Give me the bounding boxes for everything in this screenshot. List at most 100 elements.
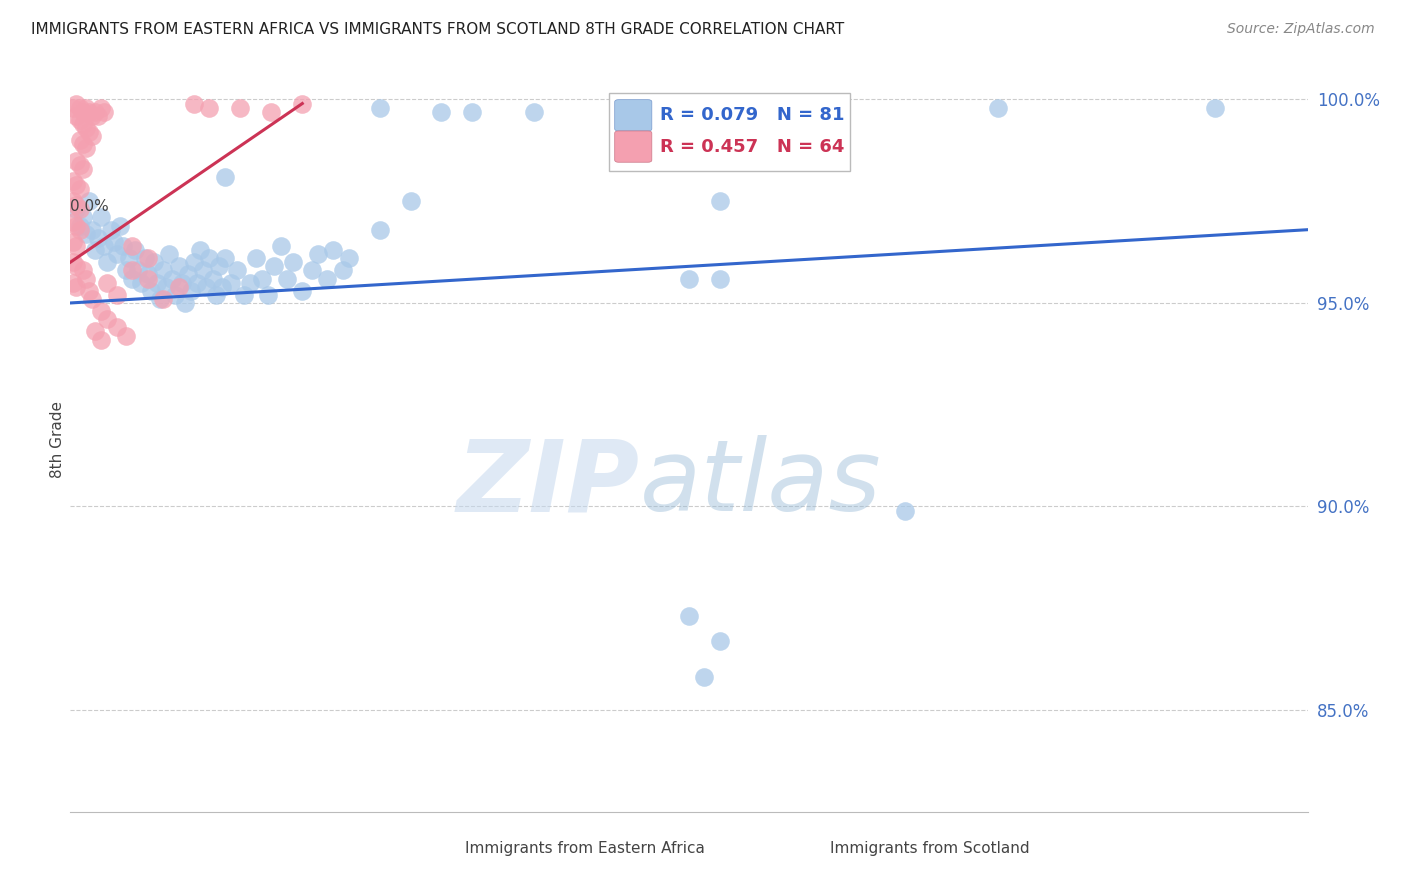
Point [75,227,97,241]
Point [75,141,97,155]
Point [75,120,97,135]
Point [96,312,118,326]
Point [337,251,360,265]
Point [219,276,242,290]
Point [894,503,917,517]
Point [65,109,87,123]
Point [69,101,91,115]
Point [105,247,128,261]
Text: Immigrants from Eastern Africa: Immigrants from Eastern Africa [465,841,704,855]
Text: Immigrants from Scotland: Immigrants from Scotland [830,841,1029,855]
Point [93,239,115,253]
Point [87,109,110,123]
Point [155,279,177,293]
Text: R = 0.079   N = 81: R = 0.079 N = 81 [661,106,845,124]
Point [72,161,94,176]
Point [291,96,314,111]
Point [72,104,94,119]
Point [121,271,143,285]
Point [105,288,128,302]
Point [65,219,87,233]
Point [69,223,91,237]
Point [69,182,91,196]
Point [229,101,252,115]
Point [142,255,165,269]
Point [77,104,100,119]
Point [368,101,391,115]
Point [87,231,110,245]
Point [461,104,484,119]
Point [136,271,159,285]
Point [84,104,107,119]
Point [678,609,700,624]
Point [307,247,329,261]
Point [80,223,103,237]
Point [399,194,422,209]
Point [170,276,193,290]
Point [121,263,143,277]
Point [80,129,103,144]
Point [72,263,94,277]
Point [232,288,254,302]
Point [62,276,84,290]
Point [90,304,112,318]
Point [100,223,122,237]
Point [430,104,453,119]
Point [149,292,172,306]
Point [108,219,131,233]
Point [198,101,221,115]
Point [62,255,84,269]
Point [226,263,249,277]
Point [291,284,314,298]
FancyBboxPatch shape [433,837,460,859]
FancyBboxPatch shape [609,93,849,171]
Point [118,251,141,265]
Point [165,288,187,302]
Point [65,260,87,274]
Point [186,276,208,290]
Point [239,276,262,290]
Point [173,296,195,310]
Point [65,96,87,111]
Point [62,214,84,228]
Point [316,271,339,285]
Point [65,153,87,168]
Point [127,263,149,277]
Point [177,268,200,282]
Point [136,268,159,282]
Point [152,292,174,306]
Point [368,223,391,237]
Point [523,104,546,119]
Point [72,211,94,225]
Point [72,117,94,131]
Point [214,169,236,184]
Point [134,251,156,265]
Point [62,235,84,249]
Point [77,284,100,298]
Point [62,174,84,188]
Point [111,239,134,253]
Point [188,243,211,257]
Point [62,194,84,209]
Point [183,255,205,269]
Point [709,633,731,648]
Point [201,271,224,285]
Point [69,133,91,147]
Point [115,263,138,277]
Point [69,158,91,172]
Point [90,333,112,347]
Text: ZIP: ZIP [457,435,640,533]
Point [84,325,107,339]
Point [77,194,100,209]
Point [1204,101,1226,115]
Point [84,243,107,257]
Point [96,255,118,269]
FancyBboxPatch shape [614,100,652,131]
Point [245,251,267,265]
Point [157,247,180,261]
Text: R = 0.457   N = 64: R = 0.457 N = 64 [661,137,845,155]
Point [80,109,103,123]
Point [105,320,128,334]
Point [167,279,190,293]
Point [709,194,731,209]
